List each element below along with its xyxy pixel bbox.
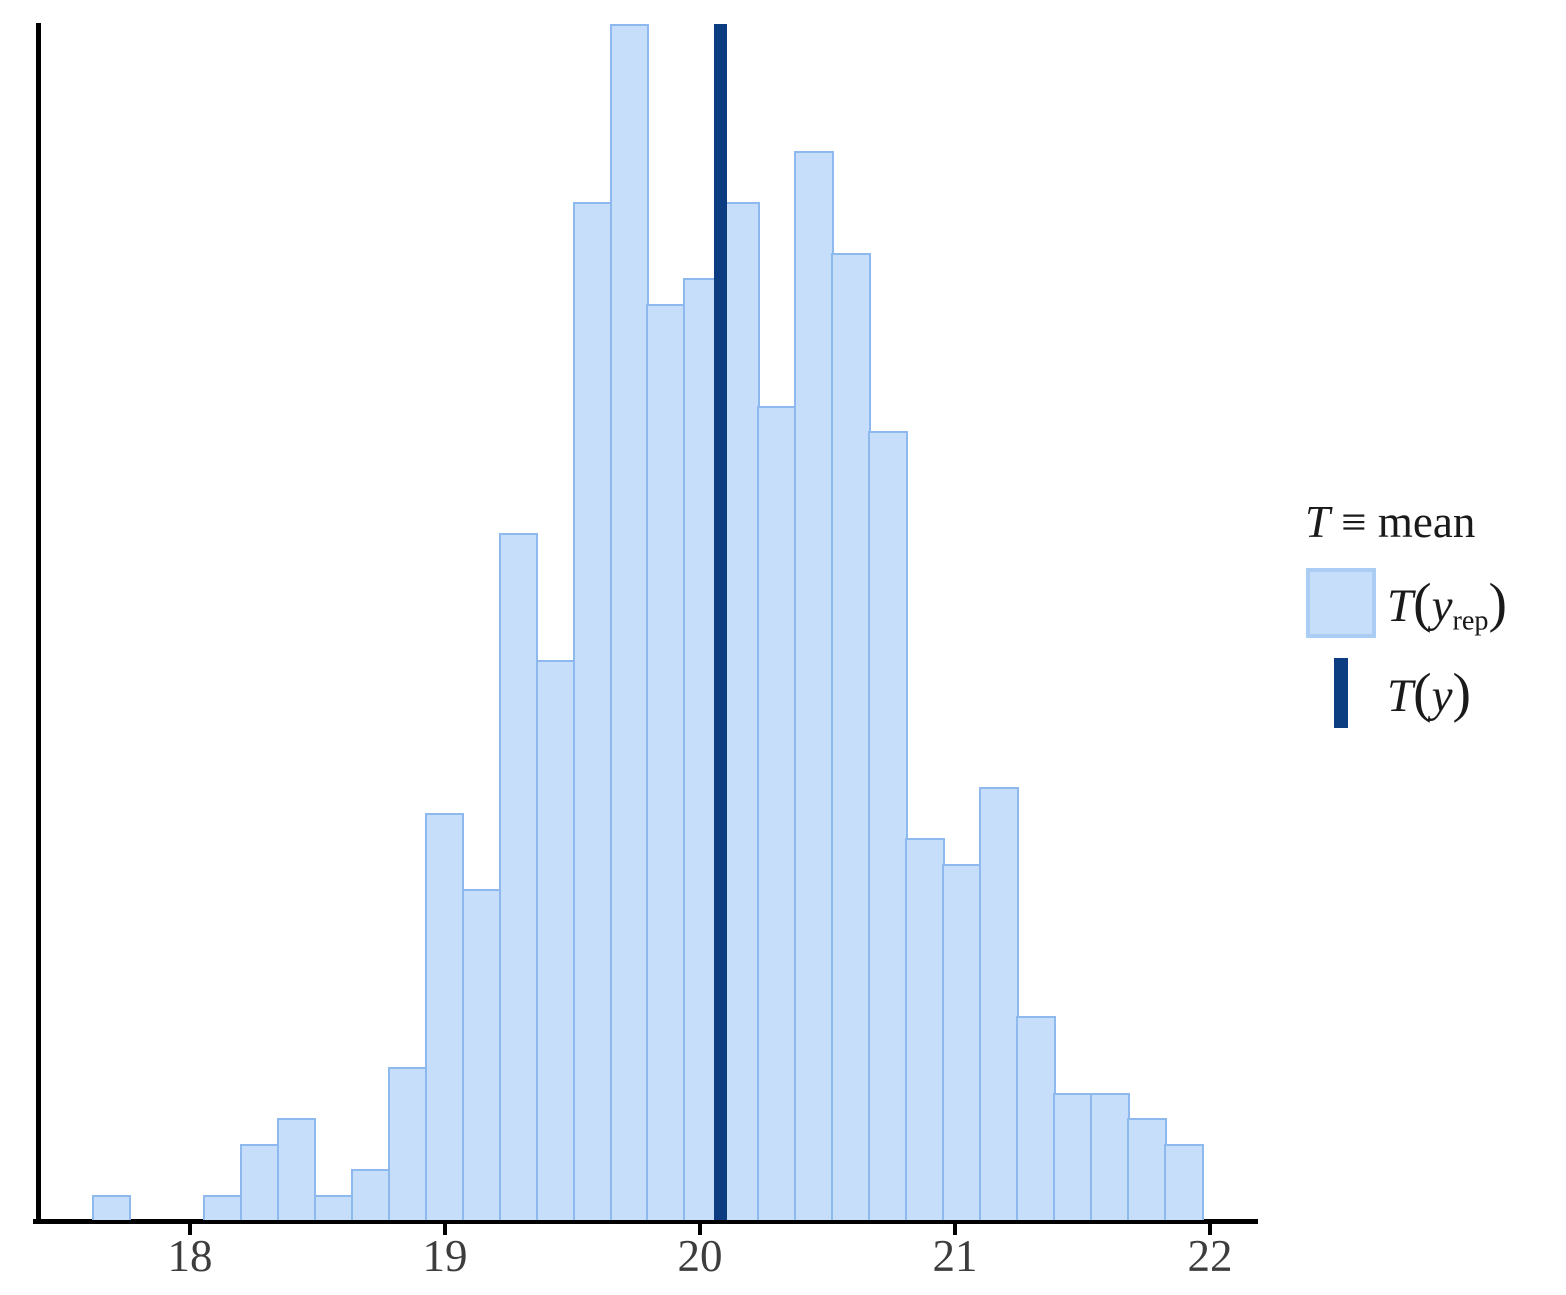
histogram-bar xyxy=(831,252,871,1220)
x-tick-mark xyxy=(443,1224,447,1235)
histogram-bar xyxy=(1090,1092,1130,1220)
histogram-bar xyxy=(646,303,686,1220)
x-tick-label: 20 xyxy=(677,1231,723,1281)
histogram-bar xyxy=(350,1169,391,1220)
legend-label-ty: T(y) xyxy=(1387,658,1471,728)
histogram-bar xyxy=(905,838,945,1220)
legend-title: T ≡ mean xyxy=(1305,496,1475,548)
t-y-line xyxy=(713,24,727,1220)
histogram-bar xyxy=(387,1067,428,1220)
histogram-bar xyxy=(535,660,575,1220)
legend-swatch-yrep xyxy=(1306,568,1376,638)
legend-text-part: T xyxy=(1387,580,1414,632)
legend-text-part: ( xyxy=(1413,572,1432,633)
legend-text-part: ( xyxy=(1413,662,1432,723)
histogram-bar xyxy=(942,863,982,1220)
legend-text-part: ≡ mean xyxy=(1330,497,1476,547)
histogram-bar xyxy=(572,202,612,1220)
histogram-bar xyxy=(1127,1118,1167,1220)
histogram-bar xyxy=(609,23,649,1220)
x-tick-mark xyxy=(188,1224,192,1235)
x-tick-label: 22 xyxy=(1187,1231,1233,1281)
x-tick-label: 21 xyxy=(932,1231,978,1281)
legend-text-part: y xyxy=(1431,670,1453,722)
x-tick-label: 19 xyxy=(422,1231,468,1281)
histogram-bar xyxy=(276,1118,317,1220)
histogram-bar xyxy=(424,812,465,1220)
legend-label-yrep: T(yrep) xyxy=(1387,568,1507,638)
histogram-bar xyxy=(757,405,797,1220)
histogram-bar xyxy=(202,1194,243,1220)
histogram-bar xyxy=(979,787,1019,1220)
histogram-bar xyxy=(1053,1092,1093,1220)
x-tick-mark xyxy=(698,1224,702,1235)
histogram-bar xyxy=(498,532,538,1220)
legend-text-part: rep xyxy=(1452,605,1489,637)
histogram-bar xyxy=(1164,1143,1204,1220)
legend-text-part: ) xyxy=(1488,572,1507,633)
histogram-bar xyxy=(239,1143,280,1220)
histogram-bar xyxy=(868,431,908,1220)
x-tick-label: 18 xyxy=(167,1231,213,1281)
histogram-bar xyxy=(313,1194,354,1220)
histogram-bar xyxy=(461,889,502,1220)
legend-text-part: y xyxy=(1431,580,1453,632)
histogram-bar xyxy=(794,151,834,1220)
legend-text-part: ) xyxy=(1452,662,1471,723)
legend-text-part: T xyxy=(1387,670,1414,722)
x-tick-mark xyxy=(953,1224,957,1235)
histogram-bar xyxy=(1016,1016,1056,1220)
y-axis-line xyxy=(36,23,41,1224)
x-tick-mark xyxy=(1208,1224,1212,1235)
x-axis-line xyxy=(33,1219,1258,1224)
legend-swatch-ty xyxy=(1334,658,1348,728)
histogram-bar xyxy=(91,1194,132,1220)
legend-text-part: T xyxy=(1305,497,1331,547)
